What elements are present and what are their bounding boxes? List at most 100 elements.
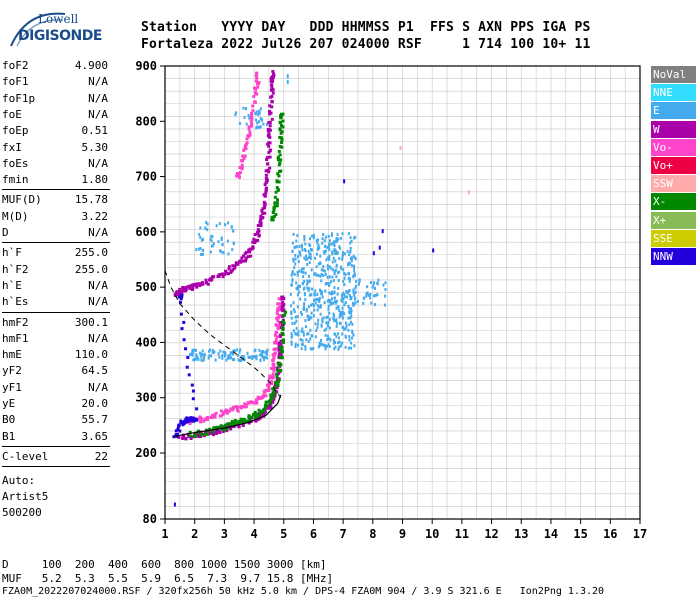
- param-separator: [2, 189, 110, 191]
- echo-point: [242, 254, 246, 258]
- echo-point: [328, 242, 331, 246]
- param-value: N/A: [88, 91, 108, 105]
- echo-point: [349, 320, 352, 324]
- echo-point: [204, 226, 207, 230]
- echo-point: [188, 434, 192, 438]
- echo-point: [339, 313, 342, 317]
- echo-point: [276, 380, 280, 384]
- param-row: hmE 110.0: [2, 347, 108, 363]
- echo-point: [214, 358, 217, 362]
- echo-point: [201, 352, 204, 356]
- echo-point: [191, 348, 194, 352]
- echo-point: [342, 326, 345, 330]
- echo-point: [353, 266, 356, 270]
- echo-point: [267, 150, 271, 154]
- echo-point: [314, 301, 317, 305]
- echo-point: [223, 354, 226, 358]
- echo-point: [186, 355, 190, 359]
- echo-point: [268, 124, 272, 128]
- echo-point: [351, 301, 354, 305]
- echo-point: [217, 430, 221, 434]
- echo-point: [338, 345, 341, 349]
- echo-point: [291, 322, 294, 326]
- echo-point: [281, 112, 285, 116]
- echo-point: [262, 393, 266, 397]
- echo-point: [277, 163, 281, 167]
- echo-point: [343, 283, 346, 287]
- echo-point: [322, 265, 325, 269]
- echo-point: [236, 172, 240, 176]
- echo-point: [329, 266, 332, 270]
- echo-point: [342, 279, 345, 283]
- echo-point: [241, 154, 245, 158]
- echo-point: [233, 358, 236, 362]
- echo-point: [308, 293, 311, 297]
- echo-point: [277, 341, 281, 345]
- param-row: fmin 1.80: [2, 172, 108, 188]
- echo-point: [233, 265, 237, 269]
- x-tick-label: 3: [221, 527, 228, 541]
- echo-point: [371, 285, 374, 289]
- echo-point: [303, 238, 306, 242]
- echo-point: [272, 368, 276, 372]
- echo-point: [184, 285, 188, 289]
- echo-point: [247, 127, 251, 131]
- echo-point: [306, 262, 309, 266]
- echo-point: [198, 351, 201, 355]
- echo-point: [275, 335, 279, 339]
- echo-point: [315, 297, 318, 301]
- echo-point: [353, 302, 356, 306]
- echo-point: [222, 350, 225, 354]
- echo-point: [343, 312, 346, 316]
- echo-point: [256, 224, 260, 228]
- echo-point: [268, 374, 272, 378]
- echo-point: [340, 267, 343, 271]
- echo-point: [270, 100, 274, 104]
- echo-point: [223, 423, 227, 427]
- echo-point: [335, 335, 338, 339]
- echo-point: [305, 307, 308, 311]
- param-value: 64.5: [81, 364, 109, 378]
- echo-point: [185, 416, 189, 420]
- echo-point: [259, 396, 263, 400]
- echo-point: [255, 401, 259, 405]
- echo-point: [345, 324, 348, 328]
- echo-point: [272, 215, 276, 219]
- echo-point: [201, 349, 204, 353]
- echo-point: [262, 409, 266, 413]
- echo-point: [222, 251, 225, 255]
- echo-point: [293, 321, 296, 325]
- echo-point: [175, 432, 179, 436]
- echo-point: [200, 432, 204, 436]
- echo-point: [197, 247, 200, 251]
- echo-point: [384, 303, 387, 307]
- echo-point: [276, 372, 280, 376]
- echo-point: [333, 314, 336, 318]
- echo-point: [313, 298, 316, 302]
- echo-point: [276, 302, 280, 306]
- echo-point: [280, 345, 284, 349]
- param-label: yE: [2, 397, 16, 410]
- echo-point: [326, 245, 329, 249]
- echo-point: [326, 334, 329, 338]
- echo-point: [315, 328, 318, 332]
- echo-point: [279, 297, 283, 301]
- echo-point: [256, 121, 259, 125]
- echo-point: [305, 254, 308, 258]
- echo-point: [331, 252, 334, 256]
- echo-point: [282, 303, 286, 307]
- echo-point: [302, 333, 305, 337]
- param-row: foF2 4.900: [2, 58, 108, 74]
- echo-point: [317, 244, 320, 248]
- echo-point: [211, 413, 215, 417]
- echo-point: [195, 407, 199, 411]
- echo-point: [350, 295, 353, 299]
- echo-point: [349, 297, 352, 301]
- echo-point: [248, 418, 252, 422]
- echo-point: [274, 351, 278, 355]
- echo-point: [302, 267, 305, 271]
- echo-point: [271, 362, 275, 366]
- echo-point: [342, 291, 345, 295]
- echo-point: [353, 293, 356, 297]
